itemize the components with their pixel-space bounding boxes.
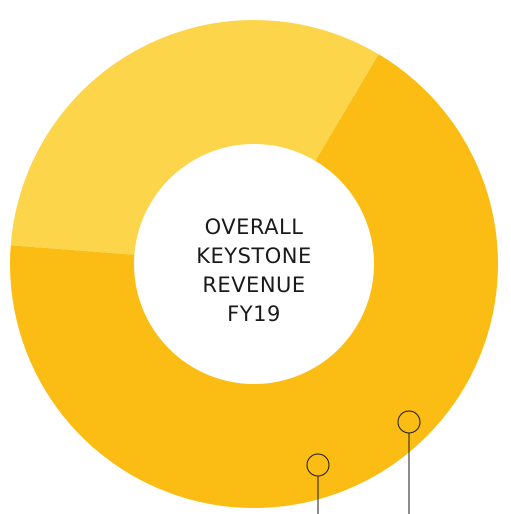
center-label-line-4: FY19	[227, 302, 281, 326]
callout-marker-slice-2	[397, 410, 421, 434]
callout-marker-slice-1	[306, 453, 330, 477]
center-label-line-1: OVERALL	[205, 215, 304, 239]
donut-hole	[134, 144, 374, 384]
center-label-line-2: KEYSTONE	[196, 244, 312, 268]
callouts-group	[306, 410, 421, 514]
center-label-line-3: REVENUE	[202, 273, 305, 297]
